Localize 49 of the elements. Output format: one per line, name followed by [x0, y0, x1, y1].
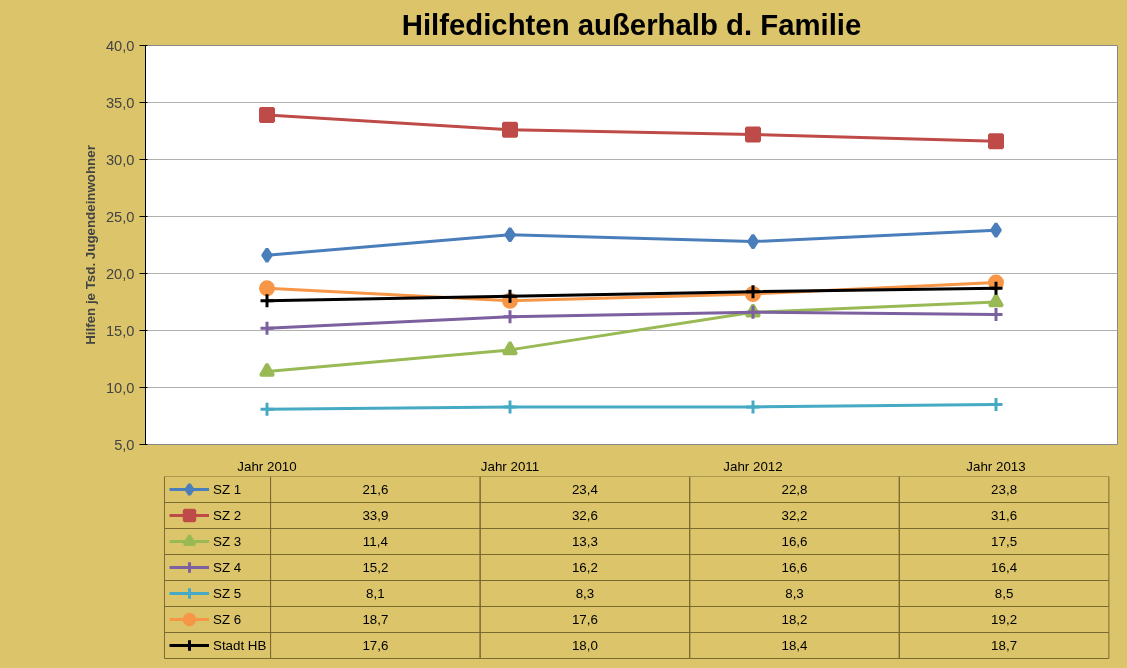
x-tick-label: Jahr 2011 [480, 458, 540, 474]
legend-label: SZ 6 [213, 610, 242, 629]
data-label: 16,2 [571, 560, 598, 575]
legend-label: SZ 4 [213, 558, 242, 577]
data-label: 17,6 [362, 638, 389, 653]
legend-label: SZ 3 [213, 532, 242, 551]
data-label: 8,5 [994, 586, 1014, 601]
legend-label: SZ 1 [213, 480, 242, 499]
y-tick-label: 20,0 [105, 265, 135, 282]
data-label: 8,3 [575, 586, 595, 601]
y-tick-label: 40,0 [105, 37, 135, 54]
data-label: 32,6 [571, 508, 598, 523]
data-label: 22,8 [781, 482, 808, 497]
data-label: 18,0 [571, 638, 598, 653]
data-label: 15,2 [362, 560, 389, 575]
y-tick-label: 10,0 [105, 379, 135, 396]
data-label: 16,6 [781, 560, 808, 575]
data-label: 16,6 [781, 534, 808, 549]
data-label: 13,3 [571, 534, 598, 549]
x-tick-label: Jahr 2010 [237, 458, 297, 474]
chart-title: Hilfedichten außerhalb d. Familie [401, 7, 862, 41]
data-label: 8,1 [366, 586, 385, 601]
data-label: 31,6 [991, 508, 1018, 523]
data-label: 23,4 [571, 482, 599, 497]
data-label: 11,4 [362, 534, 389, 549]
data-label: 18,7 [362, 612, 389, 627]
legend-label: SZ 5 [213, 584, 242, 603]
data-label: 33,9 [362, 508, 389, 523]
y-tick-label: 35,0 [105, 94, 135, 111]
legend-label: SZ 2 [213, 506, 242, 525]
data-label: 18,4 [781, 638, 809, 653]
x-tick-label: Jahr 2012 [723, 458, 783, 474]
data-label: 18,2 [781, 612, 808, 627]
data-label: 8,3 [785, 586, 804, 601]
data-label: 17,6 [571, 612, 598, 627]
data-label: 21,6 [362, 482, 389, 497]
data-label: 23,8 [991, 482, 1018, 497]
y-tick-label: 15,0 [105, 322, 135, 339]
y-tick-label: 30,0 [105, 151, 135, 168]
data-label: 16,4 [991, 560, 1018, 575]
data-label: 17,5 [991, 534, 1018, 549]
y-tick-label: 5,0 [114, 436, 135, 453]
data-label: 32,2 [781, 508, 808, 523]
x-tick-label: Jahr 2013 [966, 458, 1026, 474]
data-label: 18,7 [991, 638, 1018, 653]
y-axis-title: Hilfen je Tsd. Jugendeinwohner [82, 145, 98, 345]
legend-label: Stadt HB [213, 636, 267, 655]
data-label: 19,2 [991, 612, 1018, 627]
y-tick-label: 25,0 [105, 208, 135, 225]
